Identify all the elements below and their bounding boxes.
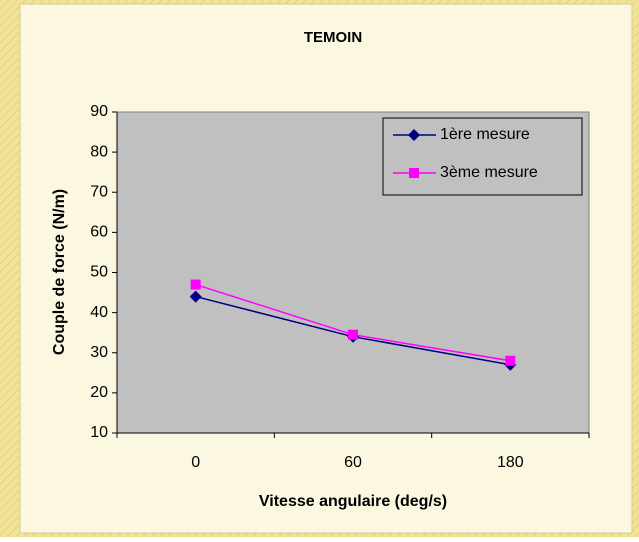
x-tick-label: 60 — [344, 454, 362, 471]
legend-box — [382, 117, 583, 196]
y-axis-label: Couple de force (N/m) — [51, 189, 68, 355]
legend: 1ère mesure 3ème mesure — [382, 117, 583, 196]
y-tick-label: 30 — [90, 344, 108, 361]
x-tick-label: 180 — [497, 454, 524, 471]
y-tick-label: 20 — [90, 384, 108, 401]
data-point — [505, 355, 516, 366]
y-tick-label: 50 — [90, 264, 108, 281]
data-point — [348, 329, 358, 340]
legend-label: 3ème mesure — [440, 164, 538, 181]
data-point — [189, 290, 202, 303]
data-point — [190, 279, 201, 290]
y-tick-label: 40 — [90, 304, 108, 321]
legend-label: 1ère mesure — [440, 126, 530, 143]
y-tick-label: 80 — [90, 143, 108, 160]
x-tick-label: 0 — [191, 454, 200, 471]
y-tick-label: 60 — [90, 224, 108, 241]
x-axis-label: Vitesse angulaire (deg/s) — [259, 493, 447, 510]
legend-marker — [408, 129, 420, 141]
legend-marker — [409, 168, 419, 178]
y-tick-label: 10 — [90, 424, 108, 441]
chart-title: TEMOIN — [304, 29, 362, 46]
y-tick-label: 70 — [90, 183, 108, 200]
y-tick-label: 90 — [90, 103, 108, 120]
